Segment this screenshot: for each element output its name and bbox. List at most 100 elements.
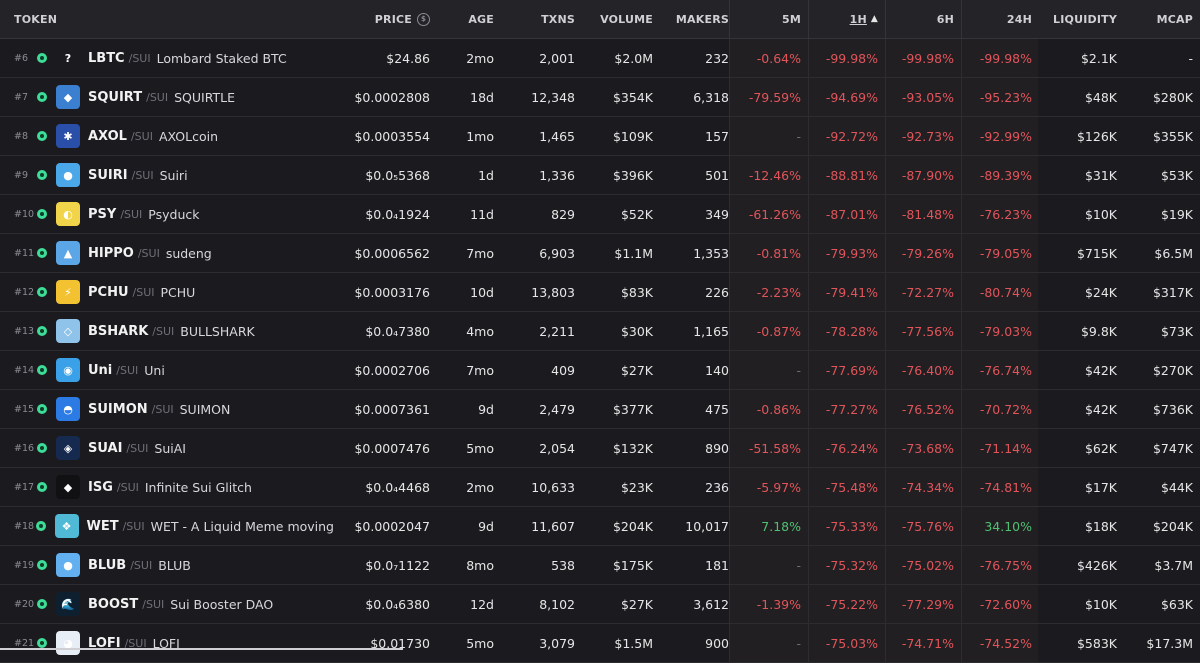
change-1h-cell: -79.41% <box>808 273 885 311</box>
token-name: PCHU <box>160 284 196 300</box>
token-cell[interactable]: #8 ✱ AXOL/SUI AXOLcoin <box>0 117 334 155</box>
rank-label: #10 <box>14 208 35 220</box>
col-6h-header[interactable]: 6H <box>885 0 961 38</box>
txns-cell: 1,336 <box>539 167 575 183</box>
price-cell: $0.0007361 <box>354 401 430 417</box>
token-name: BLUB <box>158 557 191 573</box>
change-6h-cell: -76.40% <box>885 351 961 389</box>
token-cell[interactable]: #20 🌊 BOOST/SUI Sui Booster DAO <box>0 585 334 623</box>
mcap-cell: $3.7M <box>1154 557 1193 573</box>
col-5m-header[interactable]: 5M <box>729 0 808 38</box>
change-5m-cell: - <box>729 351 808 389</box>
table-row[interactable]: #21 ◕ LOFI/SUI LOFI $0.01730 5mo 3,079 $1.5M 900… <box>0 624 1200 663</box>
table-row[interactable]: #14 ◉ Uni/SUI Uni $0.0002706 7mo 409 $27K 140- -7… <box>0 351 1200 390</box>
token-symbol: LBTC <box>88 50 125 66</box>
change-5m-cell: -0.86% <box>729 390 808 428</box>
price-cell: $0.0002047 <box>354 518 430 534</box>
change-5m-cell: -61.26% <box>729 195 808 233</box>
table-row[interactable]: #6? LBTC/SUI Lombard Staked BTC $24.86 2mo 2,… <box>0 39 1200 78</box>
col-mcap-header[interactable]: MCAP <box>1156 12 1193 26</box>
table-row[interactable]: #15 ◓ SUIMON/SUI SUIMON $0.0007361 9d 2,479 $37… <box>0 390 1200 429</box>
token-cell[interactable]: #6? LBTC/SUI Lombard Staked BTC <box>0 39 334 77</box>
table-row[interactable]: #12 ⚡ PCHU/SUI PCHU $0.0003176 10d 13,803 $83K 2… <box>0 273 1200 312</box>
dex-icon <box>37 248 47 258</box>
col-txns-header[interactable]: TXNS <box>541 12 575 26</box>
dex-icon <box>37 131 47 141</box>
change-6h-cell: -81.48% <box>885 195 961 233</box>
makers-cell: 1,165 <box>693 323 729 339</box>
chain-label: /SUI <box>122 519 145 533</box>
token-cell[interactable]: #21 ◕ LOFI/SUI LOFI <box>0 624 334 662</box>
token-cell[interactable]: #11 ▲ HIPPO/SUI sudeng <box>0 234 334 272</box>
col-age-header[interactable]: AGE <box>468 12 494 26</box>
col-price-header[interactable]: PRICE $ <box>334 0 430 38</box>
mcap-cell: $6.5M <box>1154 245 1193 261</box>
change-24h-cell: -72.60% <box>961 585 1038 623</box>
col-makers-header[interactable]: MAKERS <box>675 12 729 26</box>
change-5m-cell: -0.87% <box>729 312 808 350</box>
table-row[interactable]: #13 ◇ BSHARK/SUI BULLSHARK $0.0₄7380 4mo 2,211… <box>0 312 1200 351</box>
table-row[interactable]: #19 ● BLUB/SUI BLUB $0.0₇1122 8mo 538 $175K 181-… <box>0 546 1200 585</box>
change-24h-cell: -70.72% <box>961 390 1038 428</box>
col-volume-header[interactable]: VOLUME <box>600 12 653 26</box>
table-row[interactable]: #16 ◈ SUAI/SUI SuiAI $0.0007476 5mo 2,054 $132K… <box>0 429 1200 468</box>
change-24h-cell: -95.23% <box>961 78 1038 116</box>
change-6h-cell: -87.90% <box>885 156 961 194</box>
change-6h-cell: -74.71% <box>885 624 961 662</box>
token-name: SUIMON <box>179 401 231 417</box>
change-1h-cell: -75.48% <box>808 468 885 506</box>
table-row[interactable]: #18 ❖ WET/SUI WET - A Liquid Meme moving $0.… <box>0 507 1200 546</box>
token-cell[interactable]: #10 ◐ PSY/SUI Psyduck <box>0 195 334 233</box>
liquidity-cell: $17K <box>1084 479 1117 495</box>
col-1h-header[interactable]: 1H ▲ <box>808 0 885 38</box>
chain-label: /SUI <box>124 636 147 650</box>
token-cell[interactable]: #18 ❖ WET/SUI WET - A Liquid Meme moving <box>0 507 334 545</box>
scrollbar-thumb[interactable] <box>0 648 403 650</box>
change-5m-cell: -2.23% <box>729 273 808 311</box>
col-24h-header[interactable]: 24H <box>961 0 1038 38</box>
token-cell[interactable]: #19 ● BLUB/SUI BLUB <box>0 546 334 584</box>
token-cell[interactable]: #17 ◆ ISG/SUI Infinite Sui Glitch <box>0 468 334 506</box>
table-row[interactable]: #9 ● SUIRI/SUI Suiri $0.0₅5368 1d 1,336 $396K 50… <box>0 156 1200 195</box>
currency-toggle-icon[interactable]: $ <box>417 12 430 26</box>
token-logo-icon: ◕ <box>56 631 80 655</box>
chain-label: /SUI <box>116 363 139 377</box>
table-row[interactable]: #7 ◆ SQUIRT/SUI SQUIRTLE $0.0002808 18d 12,348… <box>0 78 1200 117</box>
change-1h-cell: -87.01% <box>808 195 885 233</box>
price-cell: $0.0₅5368 <box>365 167 430 183</box>
dex-icon <box>37 209 47 219</box>
col-liquidity-header[interactable]: LIQUIDITY <box>1053 12 1117 26</box>
token-symbol: SQUIRT <box>88 89 143 105</box>
token-symbol: Uni <box>88 362 113 378</box>
table-row[interactable]: #8 ✱ AXOL/SUI AXOLcoin $0.0003554 1mo 1,465 $10… <box>0 117 1200 156</box>
col-token-header[interactable]: TOKEN <box>14 12 58 26</box>
mcap-cell: $317K <box>1152 284 1193 300</box>
liquidity-cell: $126K <box>1076 128 1117 144</box>
makers-cell: 226 <box>705 284 729 300</box>
token-cell[interactable]: #15 ◓ SUIMON/SUI SUIMON <box>0 390 334 428</box>
txns-cell: 3,079 <box>539 635 575 651</box>
table-row[interactable]: #17 ◆ ISG/SUI Infinite Sui Glitch $0.0₄4468 2… <box>0 468 1200 507</box>
token-cell[interactable]: #13 ◇ BSHARK/SUI BULLSHARK <box>0 312 334 350</box>
change-24h-cell: -74.52% <box>961 624 1038 662</box>
token-logo-icon: ◐ <box>56 202 80 226</box>
dex-icon <box>37 443 47 453</box>
txns-cell: 8,102 <box>539 596 575 612</box>
rank-label: #14 <box>14 364 35 376</box>
change-5m-cell: -0.81% <box>729 234 808 272</box>
change-1h-cell: -92.72% <box>808 117 885 155</box>
price-cell: $0.0007476 <box>354 440 430 456</box>
table-row[interactable]: #20 🌊 BOOST/SUI Sui Booster DAO $0.0₄6380 12d… <box>0 585 1200 624</box>
token-cell[interactable]: #12 ⚡ PCHU/SUI PCHU <box>0 273 334 311</box>
token-symbol: SUAI <box>88 440 123 456</box>
token-cell[interactable]: #7 ◆ SQUIRT/SUI SQUIRTLE <box>0 78 334 116</box>
token-logo-icon: ● <box>56 163 80 187</box>
table-row[interactable]: #11 ▲ HIPPO/SUI sudeng $0.0006562 7mo 6,903 $1.… <box>0 234 1200 273</box>
col-1h-label: 1H <box>849 12 867 26</box>
token-cell[interactable]: #16 ◈ SUAI/SUI SuiAI <box>0 429 334 467</box>
token-cell[interactable]: #9 ● SUIRI/SUI Suiri <box>0 156 334 194</box>
change-1h-cell: -75.22% <box>808 585 885 623</box>
token-cell[interactable]: #14 ◉ Uni/SUI Uni <box>0 351 334 389</box>
age-cell: 5mo <box>466 635 494 651</box>
table-row[interactable]: #10 ◐ PSY/SUI Psyduck $0.0₄1924 11d 829 $52K 349… <box>0 195 1200 234</box>
